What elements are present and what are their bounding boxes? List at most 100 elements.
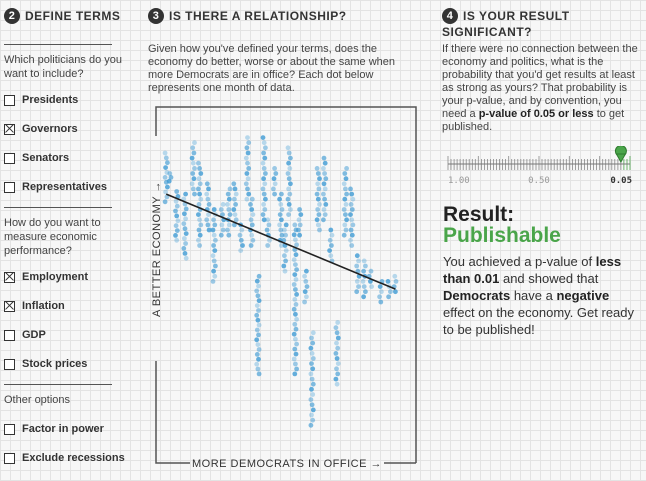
plot-frame (155, 361, 190, 464)
measure-question: How do you want to measure economic perf… (4, 217, 101, 257)
data-point (163, 189, 168, 195)
data-point (244, 145, 250, 151)
data-point (190, 160, 196, 166)
data-point (196, 176, 202, 182)
data-point (294, 316, 299, 322)
data-point (368, 268, 374, 274)
data-point (341, 207, 347, 212)
option-factor-in-power[interactable]: Factor in power (4, 421, 104, 437)
data-point (260, 212, 266, 217)
data-point (243, 181, 249, 187)
data-point (277, 196, 282, 202)
data-point (211, 217, 216, 223)
gdp-checkbox[interactable] (4, 329, 15, 341)
data-point (322, 186, 328, 192)
data-point (293, 351, 299, 357)
data-point (250, 212, 256, 217)
data-point (282, 268, 288, 274)
data-point (310, 366, 316, 372)
data-point (297, 207, 302, 212)
data-point (310, 330, 316, 336)
data-point (286, 150, 292, 156)
option-senators[interactable]: Senators (4, 150, 69, 166)
stock-prices-checkbox[interactable] (4, 358, 15, 370)
data-point (283, 222, 289, 228)
senators-checkbox[interactable] (4, 152, 15, 164)
data-point (267, 237, 272, 243)
data-point (309, 402, 315, 408)
data-point (261, 202, 266, 207)
data-point (341, 181, 347, 187)
data-point (348, 212, 353, 217)
step3-title: IS THERE A RELATIONSHIP? (169, 9, 347, 23)
option-employment[interactable]: Employment (4, 269, 88, 285)
data-point (261, 176, 266, 182)
data-point (240, 243, 245, 248)
data-point (327, 237, 333, 243)
data-point (206, 212, 211, 217)
data-point (248, 202, 253, 207)
data-point (204, 191, 210, 197)
step4-number: 4 (442, 8, 458, 24)
data-point (293, 311, 298, 317)
governors-checkbox[interactable] (4, 123, 15, 135)
option-presidents[interactable]: Presidents (4, 92, 78, 108)
data-point (297, 222, 303, 228)
step3-description: Given how you've defined your terms, doe… (148, 43, 396, 94)
data-point (334, 381, 340, 387)
data-point (283, 248, 289, 254)
data-point (354, 279, 360, 284)
data-point (377, 294, 382, 300)
data-point (273, 171, 279, 176)
data-point (292, 222, 298, 228)
step3-number: 3 (148, 8, 164, 24)
data-point (291, 282, 297, 287)
data-point (350, 222, 356, 228)
data-point (348, 202, 354, 207)
employment-checkbox[interactable] (4, 271, 15, 283)
factor-in-power-checkbox[interactable] (4, 423, 15, 435)
data-point (294, 242, 299, 248)
option-governors[interactable]: Governors (4, 121, 78, 137)
data-point (350, 196, 356, 202)
data-point (298, 212, 304, 217)
option-stock-prices[interactable]: Stock prices (4, 356, 87, 372)
exclude-recessions-checkbox[interactable] (4, 452, 15, 464)
data-point (293, 326, 299, 332)
option-representatives[interactable]: Representatives (4, 179, 107, 195)
data-point (220, 202, 226, 207)
data-point (335, 371, 341, 377)
data-point (256, 283, 261, 289)
p-value-slider[interactable]: 1.00 0.50 0.05 (444, 146, 639, 186)
presidents-label: Presidents (22, 94, 79, 106)
slider-handle[interactable] (614, 146, 627, 164)
data-point (182, 251, 188, 256)
data-point (212, 248, 218, 254)
data-point (263, 196, 268, 202)
representatives-checkbox[interactable] (4, 181, 15, 193)
data-point (349, 243, 355, 248)
data-point (308, 371, 314, 377)
option-inflation[interactable]: Inflation (4, 298, 65, 314)
result-text-bold: Democrats (443, 288, 511, 303)
data-point (261, 140, 267, 146)
data-point (197, 232, 203, 238)
inflation-checkbox[interactable] (4, 300, 15, 312)
data-point (238, 248, 244, 254)
data-point (261, 191, 267, 197)
data-point (174, 203, 180, 209)
data-point (243, 155, 249, 161)
data-point (255, 342, 261, 347)
divider (4, 384, 112, 385)
data-point (183, 241, 188, 246)
data-point (198, 196, 204, 202)
data-point (271, 176, 277, 182)
data-point (173, 208, 178, 214)
option-gdp[interactable]: GDP (4, 327, 46, 343)
option-exclude-recessions[interactable]: Exclude recessions (4, 450, 125, 466)
step2-title: DEFINE TERMS (25, 9, 121, 23)
data-point (291, 331, 297, 337)
presidents-checkbox[interactable] (4, 94, 15, 106)
data-point (349, 217, 355, 223)
data-point (281, 263, 287, 269)
